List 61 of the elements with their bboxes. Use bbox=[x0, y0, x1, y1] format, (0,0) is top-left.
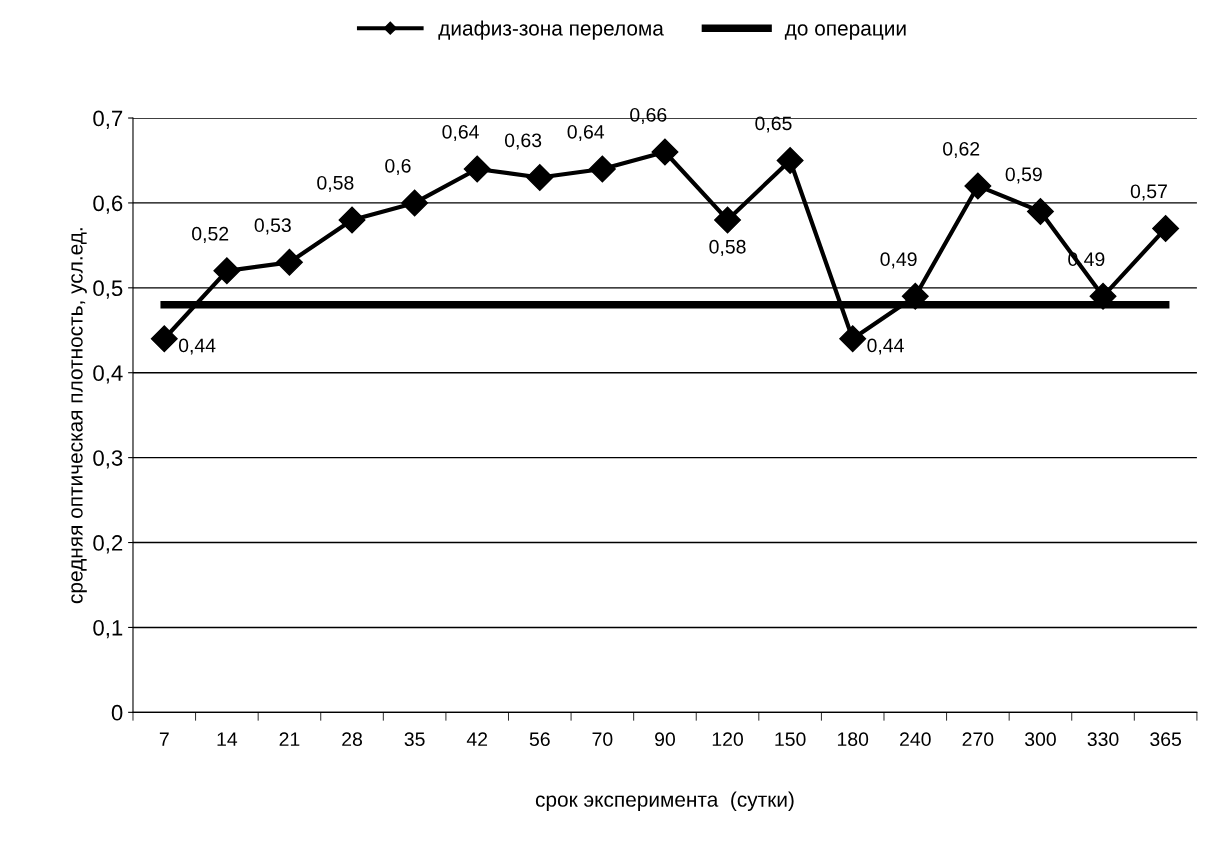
x-tick-label: 42 bbox=[466, 732, 488, 746]
x-tick-label: 270 bbox=[962, 732, 994, 747]
data-label: 0,6 bbox=[385, 158, 411, 175]
y-tick-label: 0,4 bbox=[93, 365, 123, 384]
x-tick-label: 365 bbox=[1150, 732, 1182, 747]
x-tick-label: 180 bbox=[837, 732, 869, 747]
point bbox=[651, 138, 679, 166]
x-tick-label: 120 bbox=[712, 732, 743, 747]
data-label: 0,59 bbox=[1005, 167, 1042, 184]
point bbox=[150, 325, 178, 353]
point bbox=[1026, 197, 1054, 225]
y-tick-label: 0,1 bbox=[93, 619, 123, 639]
data-label: 0,58 bbox=[709, 239, 746, 256]
x-tick-label: 56 bbox=[529, 732, 550, 747]
point bbox=[213, 257, 241, 285]
y-axis-title: средняя оптическая плотность, усл.ед. bbox=[71, 228, 87, 604]
point bbox=[776, 147, 804, 174]
x-tick-label: 330 bbox=[1087, 732, 1119, 747]
point bbox=[275, 248, 303, 276]
data-label: 0,65 bbox=[755, 116, 792, 133]
point bbox=[839, 325, 867, 353]
point bbox=[1152, 214, 1180, 242]
point bbox=[338, 206, 366, 234]
y-tick-label: 0,2 bbox=[93, 535, 123, 554]
y-tick-label: 0 bbox=[111, 704, 123, 721]
data-label: 0,58 bbox=[317, 175, 354, 192]
data-label: 0,53 bbox=[254, 218, 291, 235]
point bbox=[588, 155, 616, 183]
x-axis-title: срок эксперимента (сутки) bbox=[535, 791, 794, 811]
data-label: 0,44 bbox=[178, 338, 216, 355]
y-tick-label: 0,3 bbox=[93, 450, 123, 469]
legend-label: до операции bbox=[784, 24, 906, 40]
x-tick-label: 14 bbox=[217, 732, 238, 746]
x-tick-label: 28 bbox=[342, 732, 362, 747]
point bbox=[964, 172, 992, 200]
point bbox=[401, 189, 429, 217]
data-label: 0,63 bbox=[504, 133, 542, 150]
x-tick-label: 35 bbox=[404, 732, 425, 747]
data-label: 0,44 bbox=[867, 338, 904, 355]
y-tick-label: 0,7 bbox=[93, 110, 123, 129]
data-label: 0,49 bbox=[880, 252, 917, 269]
point bbox=[1089, 282, 1117, 310]
x-tick-label: 7 bbox=[159, 732, 169, 746]
data-label: 0,64 bbox=[442, 124, 479, 142]
point bbox=[901, 282, 929, 310]
data-label: 0,57 bbox=[1130, 184, 1167, 201]
point bbox=[526, 163, 554, 191]
data-label: 0,52 bbox=[192, 226, 229, 243]
y-tick-label: 0,5 bbox=[93, 280, 123, 299]
legend-label: диафиз-зона перелома bbox=[438, 20, 664, 40]
x-tick-label: 150 bbox=[775, 732, 806, 747]
x-tick-label: 300 bbox=[1024, 732, 1056, 747]
data-label: 0,62 bbox=[943, 141, 980, 159]
point bbox=[463, 155, 491, 183]
x-tick-label: 240 bbox=[900, 732, 931, 747]
point bbox=[714, 206, 741, 234]
x-tick-label: 90 bbox=[655, 732, 675, 747]
y-tick-label: 0,6 bbox=[93, 195, 123, 214]
x-tick-label: 21 bbox=[279, 732, 300, 746]
x-tick-label: 70 bbox=[592, 732, 613, 747]
data-label: 0,64 bbox=[567, 124, 605, 142]
